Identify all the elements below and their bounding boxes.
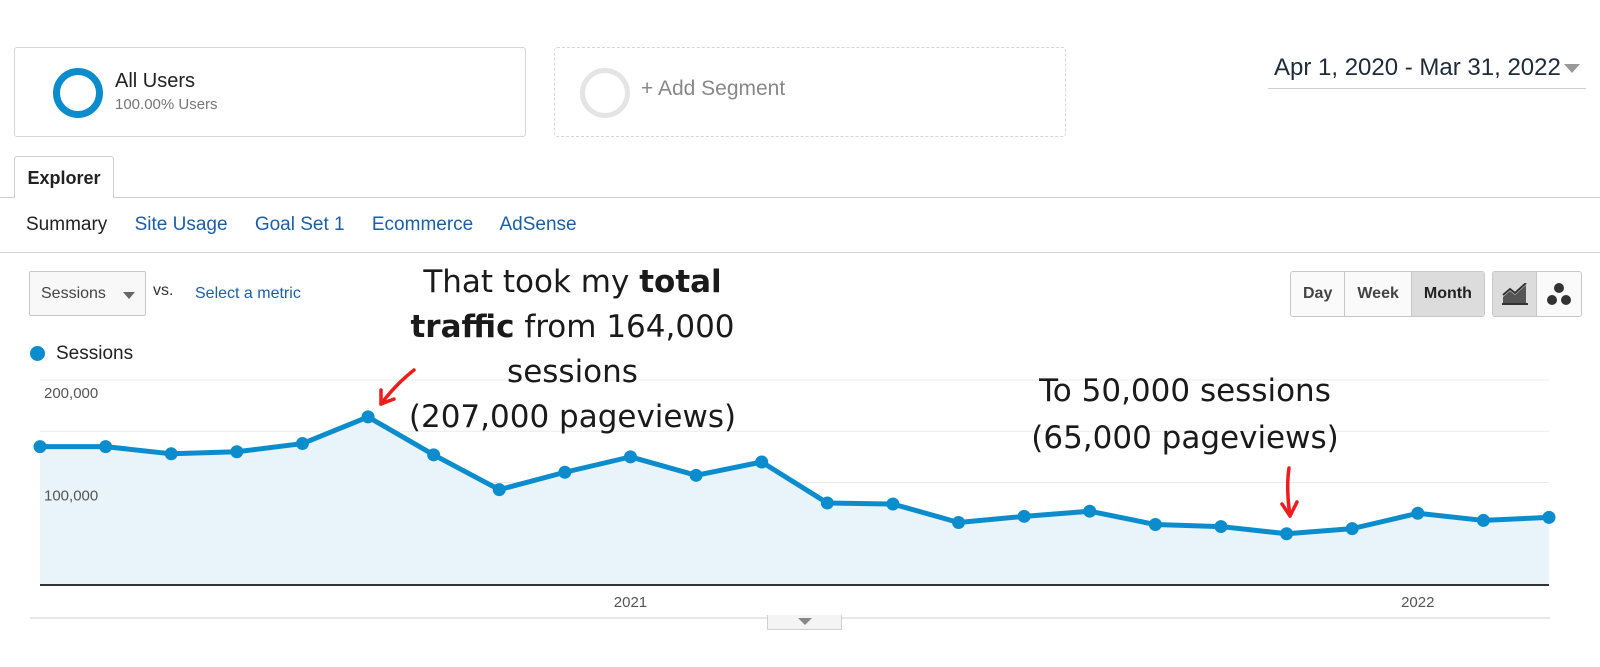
subnav-ecommerce[interactable]: Ecommerce: [371, 214, 474, 235]
sessions-points: [33, 410, 1556, 541]
red-arrow-head-icon: [379, 388, 396, 406]
chevron-down-icon: [1564, 64, 1580, 73]
data-point[interactable]: [1017, 509, 1031, 523]
data-point[interactable]: [99, 440, 113, 454]
empty-segment-ring-icon: [580, 68, 630, 118]
segment-percent: 100.00% Users: [115, 96, 218, 113]
subnav-divider: [0, 252, 1600, 253]
period-day-button[interactable]: Day: [1291, 272, 1346, 316]
red-arrow-icon: [1285, 466, 1292, 518]
period-month-button[interactable]: Month: [1411, 272, 1484, 316]
annotation-peak-line3: sessions: [507, 354, 638, 390]
data-point[interactable]: [623, 450, 637, 464]
annotation-peak-line1: That took my: [423, 264, 640, 300]
select-metric-link[interactable]: Select a metric: [195, 285, 301, 302]
y-tick-label: 100,000: [44, 488, 98, 505]
line-chart-view-button[interactable]: [1493, 272, 1537, 316]
subnav-site-usage[interactable]: Site Usage: [134, 214, 228, 235]
data-point[interactable]: [1148, 518, 1162, 532]
x-tick-label: 2022: [1401, 594, 1434, 611]
data-point[interactable]: [427, 448, 441, 462]
annotation-drop: To 50,000 sessions (65,000 pageviews): [1000, 368, 1370, 462]
subnav-adsense[interactable]: AdSense: [499, 214, 577, 235]
y-axis-labels: 200,000 100,000: [44, 385, 98, 505]
red-arrow-head-icon: [1280, 500, 1299, 518]
data-point[interactable]: [164, 447, 178, 461]
data-point[interactable]: [295, 437, 309, 451]
data-point[interactable]: [952, 515, 966, 529]
chevron-down-icon: [123, 292, 135, 299]
red-arrow-icon: [379, 368, 416, 406]
legend-sessions-label[interactable]: Sessions: [56, 343, 134, 364]
metric-select[interactable]: Sessions: [29, 271, 146, 316]
subnav-summary[interactable]: Summary: [26, 214, 108, 235]
sessions-area: [40, 416, 1549, 585]
tab-explorer[interactable]: Explorer: [14, 156, 114, 198]
tab-divider: [0, 197, 1600, 198]
date-range-picker[interactable]: Apr 1, 2020 - Mar 31, 2022: [1268, 52, 1586, 89]
data-point[interactable]: [33, 440, 47, 454]
data-point[interactable]: [755, 455, 769, 469]
data-point[interactable]: [1542, 510, 1556, 524]
data-point[interactable]: [361, 410, 375, 424]
period-week-button[interactable]: Week: [1345, 272, 1412, 316]
annotation-peak-line4: (207,000 pageviews): [408, 399, 737, 435]
vs-label: vs.: [153, 282, 174, 299]
explorer-subnav: Summary Site Usage Goal Set 1 Ecommerce …: [26, 214, 599, 236]
data-point[interactable]: [886, 497, 900, 511]
chevron-down-icon: [798, 618, 812, 625]
data-point[interactable]: [230, 445, 244, 459]
x-tick-label: 2021: [614, 594, 647, 611]
annotation-drop-line2: (65,000 pageviews): [1031, 420, 1339, 456]
annotation-peak-line1-bold: total: [639, 264, 722, 300]
add-segment-label: + Add Segment: [641, 77, 786, 100]
segment-name: All Users: [115, 70, 196, 92]
metric-select-value: Sessions: [41, 285, 106, 302]
annotation-drop-line1: To 50,000 sessions: [1039, 373, 1331, 409]
annotation-peak-line2-bold: traffic: [410, 309, 515, 345]
add-segment-button[interactable]: + Add Segment: [554, 47, 1066, 137]
motion-chart-icon: [1547, 283, 1571, 305]
segment-all-users[interactable]: All Users 100.00% Users: [14, 47, 526, 137]
annotation-peak: That took my total traffic from 164,000 …: [395, 260, 750, 440]
data-point[interactable]: [1476, 513, 1490, 527]
data-point[interactable]: [1083, 504, 1097, 518]
sessions-line: [40, 414, 1550, 537]
data-point[interactable]: [492, 483, 506, 497]
data-point[interactable]: [1345, 522, 1359, 536]
annotation-peak-line2: from 164,000: [514, 309, 735, 345]
data-point[interactable]: [558, 465, 572, 479]
data-point[interactable]: [689, 468, 703, 482]
date-range-label: Apr 1, 2020 - Mar 31, 2022: [1274, 54, 1561, 81]
data-point[interactable]: [1214, 520, 1228, 534]
period-toggle: Day Week Month: [1290, 271, 1485, 317]
data-point[interactable]: [820, 496, 834, 510]
chart-collapse-handle[interactable]: [767, 615, 842, 630]
y-tick-label: 200,000: [44, 385, 98, 402]
data-point[interactable]: [1280, 527, 1294, 541]
chart-view-toggle: [1492, 271, 1582, 317]
x-axis-labels: 2021 2022: [614, 594, 1435, 611]
line-chart-icon: [1501, 283, 1528, 305]
legend-sessions-swatch: [30, 346, 45, 361]
subnav-goal-set-1[interactable]: Goal Set 1: [254, 214, 345, 235]
data-point[interactable]: [1411, 506, 1425, 520]
segment-ring-icon: [53, 68, 103, 118]
motion-chart-view-button[interactable]: [1537, 272, 1581, 316]
